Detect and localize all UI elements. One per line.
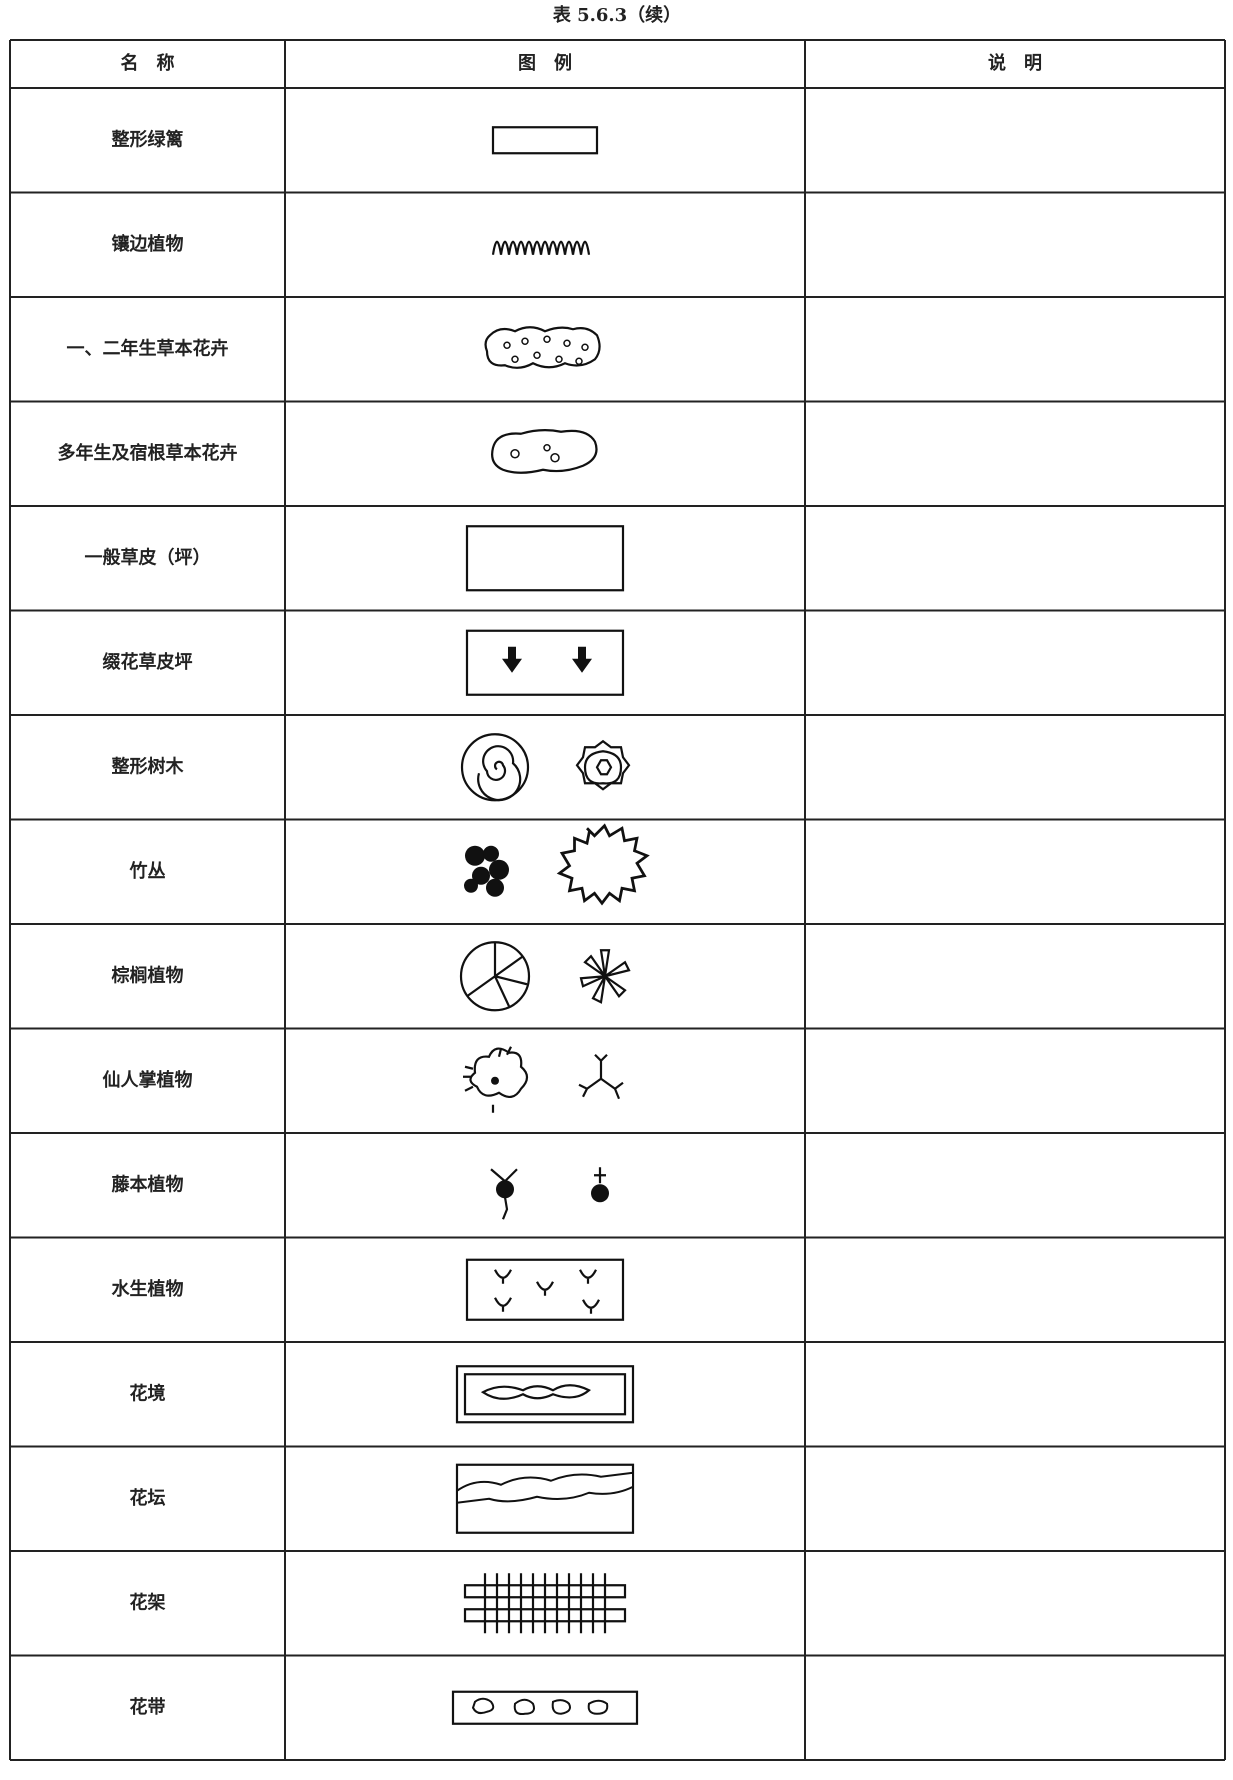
symbol-shape — [491, 429, 598, 474]
symbol-shape — [451, 1690, 639, 1725]
name-cell: 棕榈植物 — [112, 964, 184, 986]
symbol-shape — [471, 1697, 495, 1715]
symbol-shape — [594, 1167, 606, 1184]
symbol-shape — [575, 739, 631, 791]
name-cell: 缀花草皮坪 — [103, 651, 193, 673]
symbol-shape — [503, 335, 589, 365]
symbol-shape — [513, 1698, 535, 1716]
symbol-shape — [464, 878, 478, 893]
name-cell: 花境 — [130, 1382, 166, 1404]
name-cell: 竹丛 — [129, 860, 166, 882]
symbol-shape — [521, 337, 529, 345]
symbol-shape — [583, 750, 623, 785]
name-cell: 花带 — [130, 1696, 166, 1718]
legend-symbol — [490, 1167, 609, 1220]
symbol-shape — [463, 1373, 627, 1416]
name-cell: 仙人掌植物 — [103, 1069, 193, 1091]
symbol-shape — [494, 1269, 600, 1314]
symbol-shape — [587, 1699, 609, 1715]
legend-symbol — [459, 941, 631, 1012]
header-cell: 名 称 — [121, 52, 175, 74]
symbol-shape — [464, 845, 509, 897]
symbol-shape — [491, 240, 591, 255]
symbol-shape — [484, 326, 601, 369]
symbol-shape — [465, 1258, 625, 1321]
name-cell: 花坛 — [130, 1487, 166, 1509]
legend-symbol — [451, 1690, 639, 1725]
symbol-shape — [551, 1699, 571, 1715]
symbol-shape — [489, 859, 509, 880]
legend-symbol — [491, 240, 591, 255]
symbol-shape — [463, 1584, 627, 1623]
legend-symbol — [460, 733, 631, 802]
symbol-shape — [496, 1180, 514, 1199]
symbol-shape — [511, 355, 519, 363]
symbol-shape — [471, 1697, 609, 1716]
symbol-shape — [578, 1053, 624, 1100]
legend-symbol — [455, 1365, 635, 1424]
header-cell: 图 例 — [518, 52, 572, 74]
legend-symbol — [465, 525, 625, 592]
legend-symbol — [491, 429, 598, 474]
name-cell: 花架 — [130, 1591, 166, 1613]
symbol-shape — [472, 866, 490, 885]
legend-symbol — [465, 629, 625, 696]
symbol-shape — [502, 646, 592, 673]
symbol-shape — [469, 1047, 529, 1098]
symbol-shape — [491, 126, 599, 155]
symbol-shape — [491, 1076, 499, 1085]
name-cell: 整形树木 — [111, 755, 185, 777]
symbol-shape — [591, 1184, 609, 1203]
name-cell: 一、二年生草本花卉 — [67, 337, 229, 359]
symbol-shape — [456, 1471, 634, 1504]
symbol-shape — [575, 357, 583, 365]
symbol-shape — [455, 1365, 635, 1424]
symbol-shape — [579, 949, 631, 1004]
legend-symbol — [464, 823, 650, 906]
symbol-shape — [510, 444, 560, 463]
symbol-shape — [483, 1573, 607, 1634]
symbol-shape — [483, 845, 499, 862]
symbol-shape — [465, 845, 485, 866]
symbol-shape — [465, 629, 625, 696]
name-cell: 水生植物 — [112, 1278, 184, 1300]
name-cell: 镶边植物 — [112, 233, 184, 255]
symbol-shape — [486, 878, 504, 897]
symbol-shape — [555, 355, 563, 363]
legend-symbol — [484, 326, 601, 369]
table-title: 表 5.6.3（续） — [553, 4, 681, 26]
legend-symbol — [455, 1463, 635, 1534]
symbol-shape — [581, 343, 589, 351]
legend-symbol — [463, 1573, 627, 1634]
symbol-shape — [463, 1046, 512, 1113]
symbol-shape — [477, 745, 522, 802]
name-cell: 整形绿篱 — [111, 128, 184, 150]
symbol-shape — [490, 1168, 518, 1220]
name-cell: 藤本植物 — [112, 1173, 184, 1195]
table-grid — [9, 39, 1226, 1761]
legend-symbol — [465, 1258, 625, 1321]
symbol-shape — [595, 759, 613, 776]
table-cells: 名 称 图 例 说 明整形绿篱镶边植物一、二年生草本花卉多年生及宿根草本花卉一般草皮… — [58, 52, 1042, 1725]
symbol-shape — [533, 351, 541, 359]
symbol-shape — [550, 453, 560, 463]
symbol-shape — [510, 449, 520, 459]
legend-symbol — [463, 1046, 624, 1113]
legend-symbol — [491, 126, 599, 155]
name-cell: 多年生及宿根草本花卉 — [58, 442, 238, 464]
name-cell: 一般草皮（坪） — [85, 546, 211, 568]
symbol-shape — [563, 339, 571, 347]
symbol-shape — [465, 525, 625, 592]
symbol-shape — [556, 823, 650, 906]
symbol-shape — [480, 1384, 591, 1400]
symbol-shape — [543, 444, 551, 452]
header-cell: 说 明 — [988, 52, 1042, 74]
symbol-shape — [543, 335, 551, 343]
symbol-shape — [466, 942, 528, 1007]
symbol-shape — [503, 341, 511, 349]
